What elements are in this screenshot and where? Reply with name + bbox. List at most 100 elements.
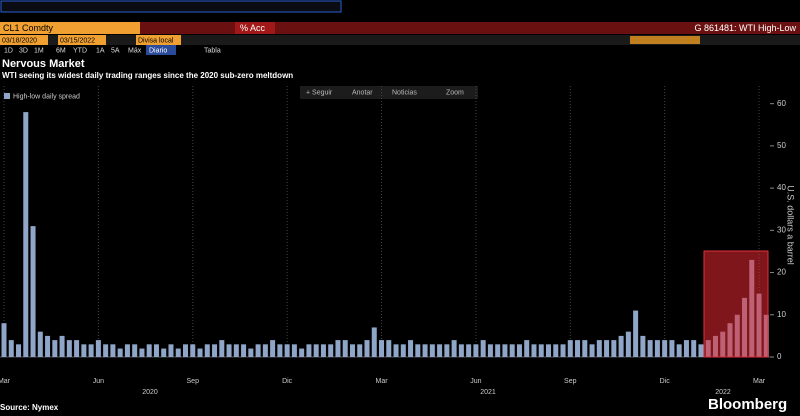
bar (553, 344, 559, 357)
bar (320, 344, 326, 357)
bar (45, 335, 51, 357)
bar (153, 344, 159, 357)
toolbar (300, 86, 478, 99)
bar (466, 344, 472, 357)
brand: Bloomberg (708, 396, 787, 413)
bar (640, 335, 646, 357)
frequency: Diario (149, 47, 167, 54)
period-button[interactable]: 1D (4, 47, 13, 54)
bar (480, 340, 486, 357)
action-box[interactable] (235, 22, 275, 34)
x-tick-label: Jun (93, 378, 104, 385)
bar (633, 310, 639, 357)
toolbar-button[interactable]: Zoom (446, 89, 464, 96)
bar (23, 112, 29, 357)
bar (422, 344, 428, 357)
chart-subtitle: WTI seeing its widest daily trading rang… (2, 71, 293, 80)
bar (444, 344, 450, 357)
year-label: 2020 (142, 389, 158, 396)
bar (625, 331, 631, 357)
bar (364, 340, 370, 357)
bar (74, 340, 80, 357)
highlight-box (703, 250, 769, 358)
bar (669, 340, 675, 357)
bar (52, 340, 58, 357)
bar (451, 340, 457, 357)
y-tick-label: 0 (777, 352, 782, 361)
x-tick-label: Mar (753, 378, 766, 385)
bar (1, 323, 7, 357)
bar (437, 344, 443, 357)
bar (509, 344, 515, 357)
bar (473, 344, 479, 357)
bar (175, 348, 181, 357)
bar (408, 340, 414, 357)
bar (546, 344, 551, 357)
y-tick-label: 60 (777, 99, 786, 108)
bar (190, 344, 196, 357)
bar (662, 340, 668, 357)
command-line[interactable] (0, 0, 342, 13)
toolbar-button[interactable]: Noticias (392, 89, 417, 96)
period-button[interactable]: 5A (111, 47, 120, 54)
bar (538, 344, 544, 357)
period-button[interactable]: YTD (73, 47, 87, 54)
bar (37, 331, 43, 357)
table-button[interactable]: Tabla (204, 47, 221, 54)
start-date: 03/18/2020 (2, 37, 37, 44)
bar (683, 340, 689, 357)
bar (30, 226, 36, 357)
bar (262, 344, 268, 357)
y-tick-label: 30 (777, 225, 786, 234)
bar (611, 340, 617, 357)
period-button[interactable]: Máx (128, 47, 142, 54)
end-date-box[interactable] (58, 35, 106, 45)
bar (531, 344, 537, 357)
bar (400, 344, 406, 357)
bar (168, 344, 174, 357)
start-date-box[interactable] (0, 35, 48, 45)
x-tick-label: Mar (375, 378, 388, 385)
bar (698, 344, 704, 357)
period-button[interactable]: 6M (56, 47, 66, 54)
source: Source: Nymex (0, 403, 59, 412)
period-button[interactable]: 1M (34, 47, 44, 54)
bar (255, 344, 261, 357)
period-button[interactable]: 1A (96, 47, 105, 54)
bar (429, 344, 435, 357)
bar (103, 344, 109, 357)
currency-box[interactable] (136, 35, 181, 45)
ticker-box[interactable] (0, 22, 140, 34)
y-tick-label: 10 (777, 310, 786, 319)
bar (16, 344, 22, 357)
chart-id: G 861481: WTI High-Low (694, 23, 796, 33)
year-label: 2022 (715, 389, 731, 396)
bar (110, 344, 116, 357)
bar (212, 344, 218, 357)
bar (197, 348, 203, 357)
bar (124, 344, 130, 357)
bar (676, 344, 682, 357)
bar (88, 344, 94, 357)
bar (495, 344, 501, 357)
bar (604, 340, 610, 357)
currency: Divisa local (138, 37, 174, 44)
bar (415, 344, 421, 357)
bar (270, 340, 276, 357)
bar (516, 344, 522, 357)
bar (146, 344, 152, 357)
bar (524, 340, 530, 357)
bar (335, 340, 341, 357)
bar (357, 344, 363, 357)
toolbar-button[interactable]: Anotar (352, 89, 373, 96)
bar (589, 344, 595, 357)
bar (59, 335, 65, 357)
bar (386, 340, 392, 357)
option-box[interactable] (630, 36, 700, 44)
toolbar-button[interactable]: + Seguir (306, 89, 333, 96)
period-button[interactable]: 3D (19, 47, 28, 54)
bar (691, 340, 697, 357)
bar (582, 340, 588, 357)
frequency-box[interactable] (146, 45, 176, 55)
